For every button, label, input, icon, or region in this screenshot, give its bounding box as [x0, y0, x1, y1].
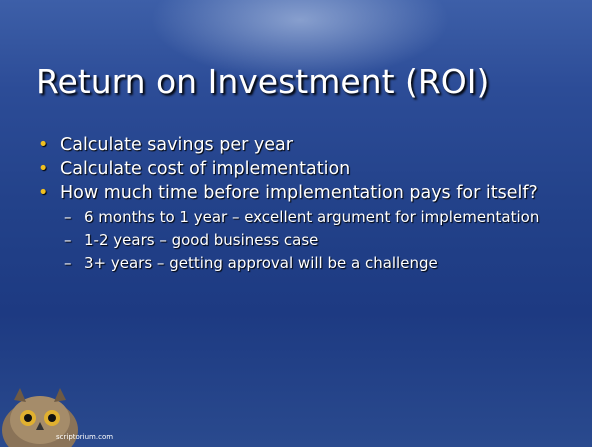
- slide-title: Return on Investment (ROI): [36, 62, 490, 101]
- bullet-marker: •: [38, 159, 49, 179]
- footer: scriptorium.com: [56, 433, 114, 441]
- bullet-list: • Calculate savings per year • Calculate co…: [38, 134, 558, 273]
- sub-bullet-marker: –: [64, 208, 72, 226]
- bullet: • Calculate savings per year: [38, 134, 558, 156]
- bullet-marker: •: [38, 183, 49, 203]
- bullet: • How much time before implementation pay…: [38, 182, 558, 204]
- sub-bullet-marker: –: [64, 254, 72, 272]
- sub-bullet: –6 months to 1 year – excellent argument…: [38, 208, 558, 227]
- bullet-text: How much time before implementation pays…: [60, 183, 538, 203]
- sub-bullet-marker: –: [64, 231, 72, 249]
- bullet-text: Calculate cost of implementation: [60, 159, 351, 179]
- bullet-marker: •: [38, 135, 49, 155]
- owl-image: [2, 388, 78, 447]
- sub-bullet-text: 3+ years – getting approval will be a ch…: [84, 254, 438, 272]
- sub-bullet-text: 6 months to 1 year – excellent argument …: [84, 208, 540, 226]
- sub-bullet: –1-2 years – good business case: [38, 231, 558, 250]
- sub-bullet-text: 1-2 years – good business case: [84, 231, 319, 249]
- bullet: • Calculate cost of implementation: [38, 158, 558, 180]
- bullet-text: Calculate savings per year: [60, 135, 293, 155]
- sub-bullet: –3+ years – getting approval will be a c…: [38, 254, 558, 273]
